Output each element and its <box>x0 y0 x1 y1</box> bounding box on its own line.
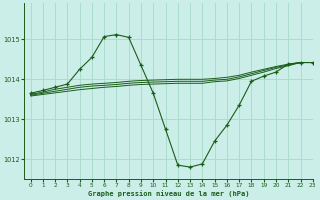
X-axis label: Graphe pression niveau de la mer (hPa): Graphe pression niveau de la mer (hPa) <box>88 190 249 197</box>
